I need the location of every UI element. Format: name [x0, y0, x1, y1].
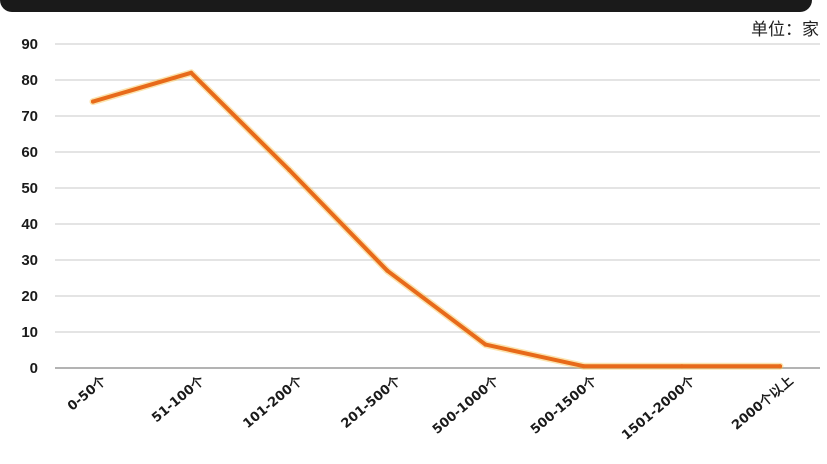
data-point	[581, 364, 586, 369]
data-point	[287, 168, 292, 172]
x-tick-label: 0-50个	[64, 372, 110, 414]
series-layer	[89, 69, 784, 370]
y-tick-label: 40	[21, 216, 38, 233]
y-axis-ticks: 0 10 20 30 40 50 60 70 80 90	[21, 36, 38, 377]
y-tick-label: 90	[21, 36, 38, 53]
data-point	[778, 364, 782, 369]
y-tick-label: 0	[30, 360, 38, 377]
x-tick-label: 51-100个	[149, 372, 209, 426]
data-point	[483, 342, 488, 347]
y-tick-label: 10	[21, 324, 38, 341]
x-tick-label: 500-1500个	[527, 372, 601, 437]
x-tick-label: 2000个以上	[729, 373, 797, 434]
x-axis-ticks: 0-50个 51-100个 101-200个 201-500个 500-1000个 500…	[64, 372, 796, 443]
y-tick-label: 80	[21, 72, 38, 89]
y-tick-label: 50	[21, 180, 38, 197]
data-point	[189, 70, 194, 75]
x-tick-label: 101-200个	[240, 372, 307, 432]
x-tick-label: 1501-2000个	[619, 372, 700, 443]
data-point	[679, 364, 684, 369]
unit-label: 单位：家	[751, 20, 819, 40]
y-tick-label: 60	[21, 144, 38, 161]
data-point	[91, 99, 95, 104]
series-line-glow	[89, 69, 784, 370]
y-tick-label: 20	[21, 288, 38, 305]
grid-layer	[55, 43, 820, 369]
data-point	[385, 268, 390, 273]
top-banner	[0, 0, 812, 12]
y-tick-label: 30	[21, 252, 38, 269]
x-tick-label: 500-1000个	[429, 372, 503, 437]
y-tick-label: 70	[21, 108, 38, 125]
x-tick-label: 201-500个	[338, 372, 405, 432]
series-line	[91, 70, 782, 369]
